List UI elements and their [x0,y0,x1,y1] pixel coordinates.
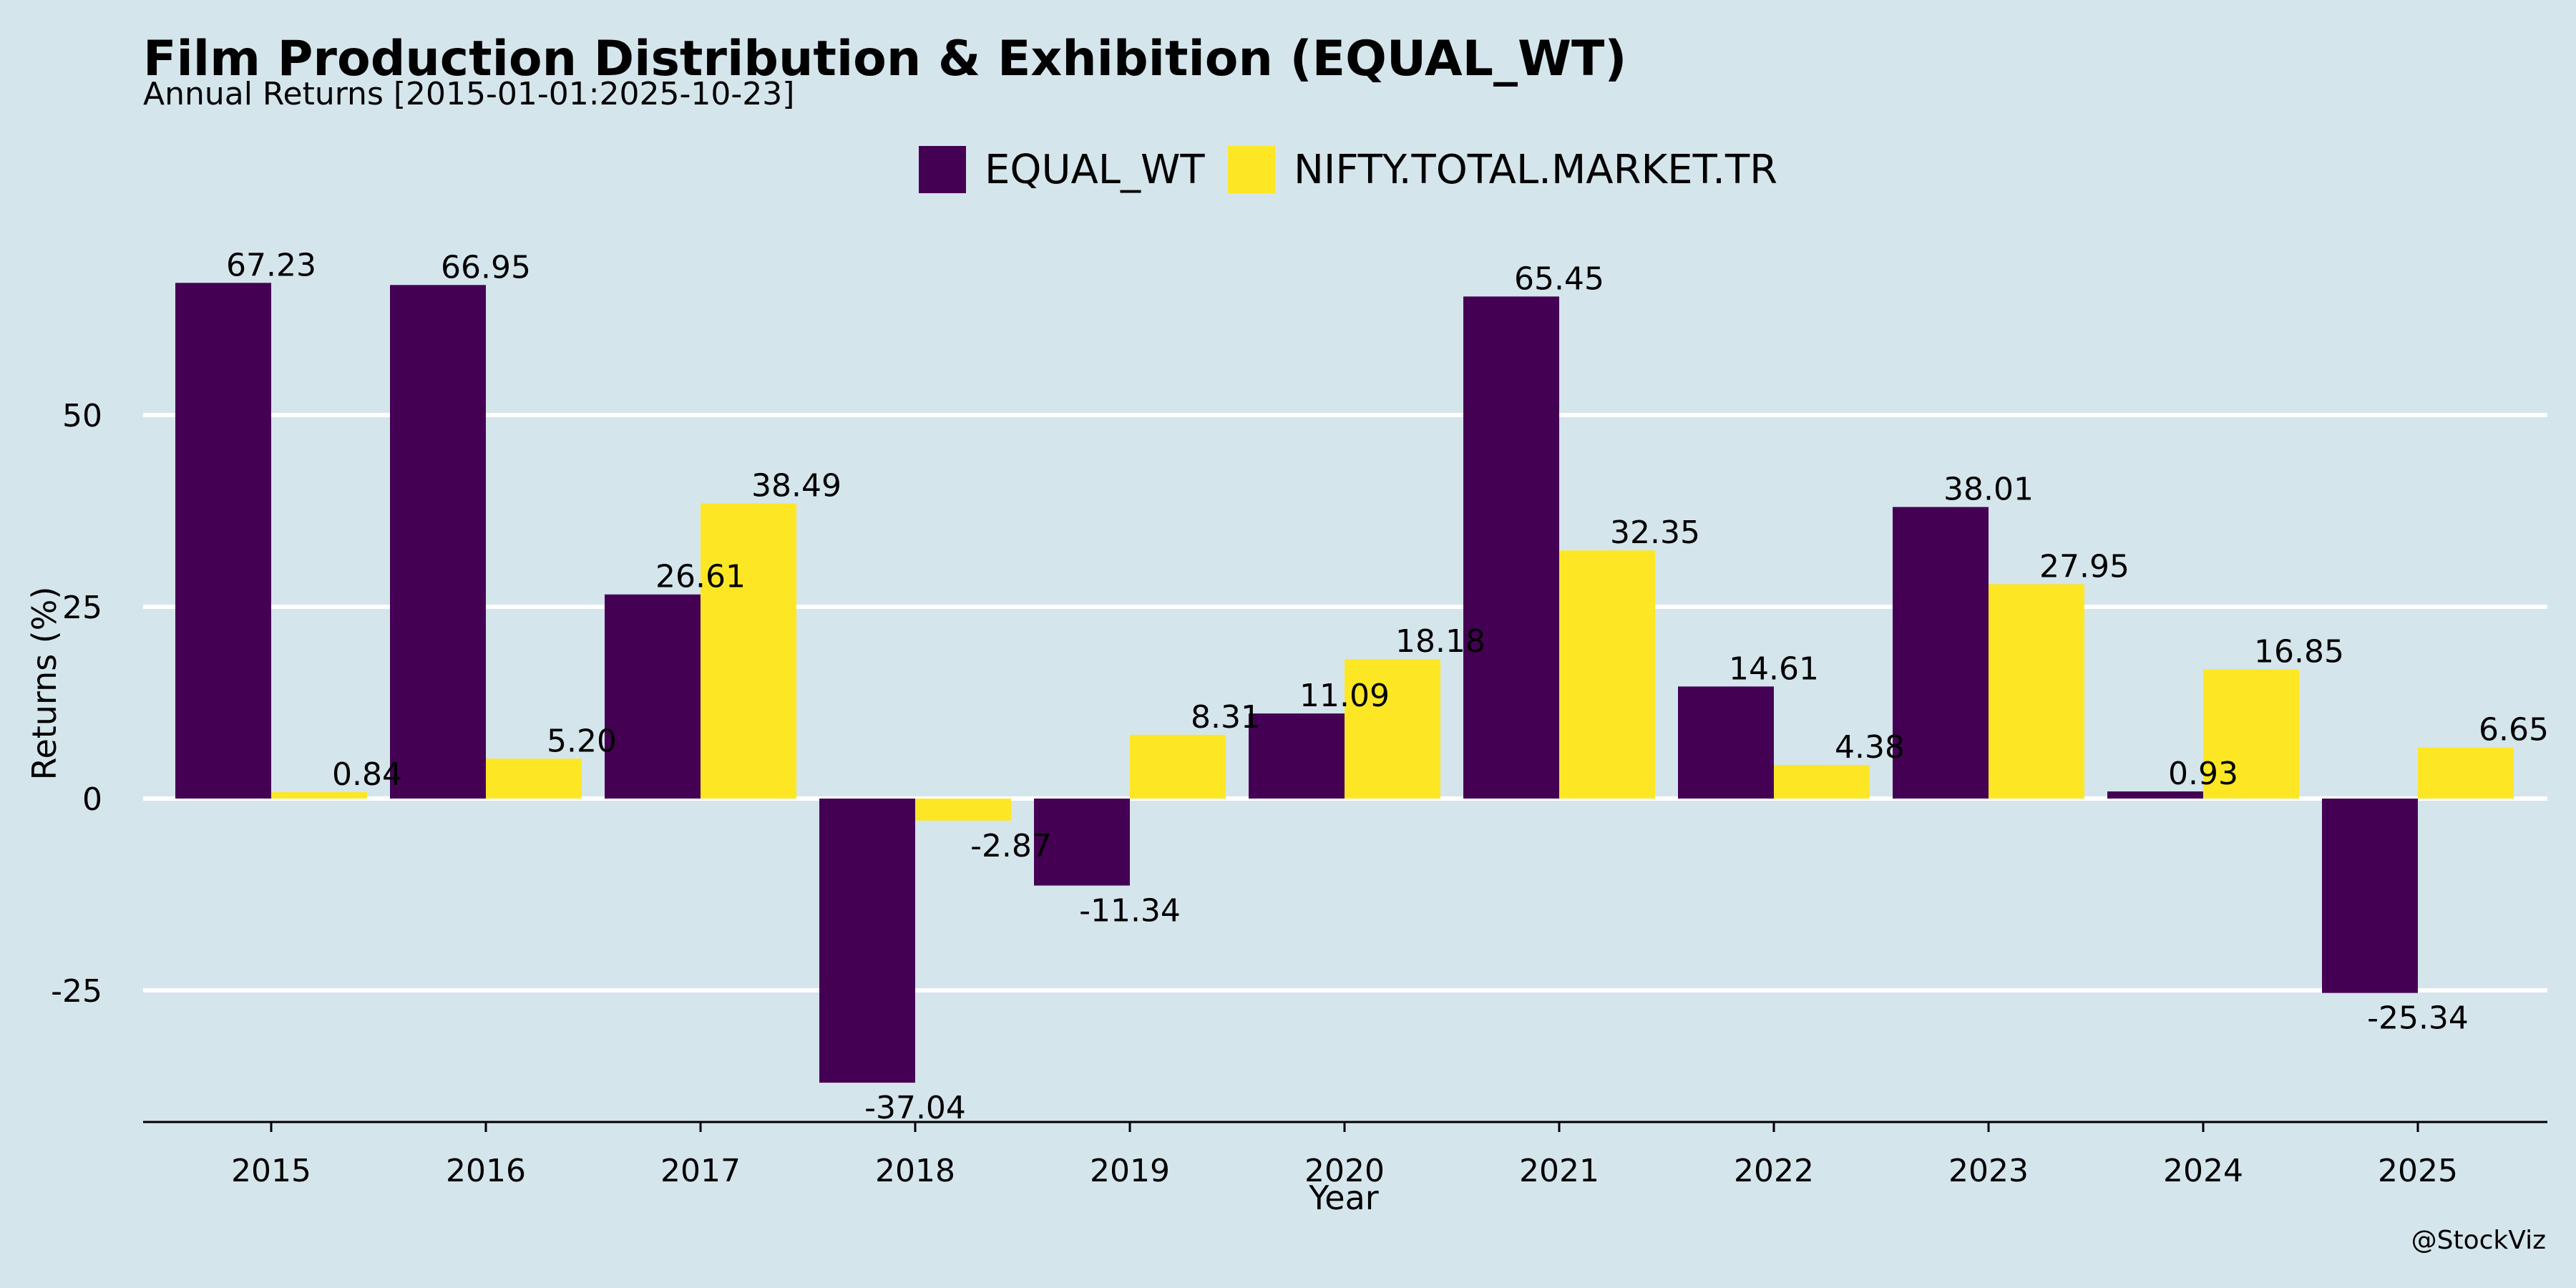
bar-nifty-total-market-tr-2021 [1559,550,1655,799]
bar-equal-wt-2015 [175,283,271,799]
y-tick-label: 50 [62,398,102,434]
bar-nifty-total-market-tr-2015 [271,791,367,799]
bar-label-equal-wt-2016: 66.95 [441,249,531,286]
x-tick-label: 2017 [660,1153,741,1189]
y-tick-label: 0 [82,781,102,818]
bar-nifty-total-market-tr-2018 [915,799,1011,821]
bar-equal-wt-2023 [1893,507,1989,799]
x-tick-label: 2024 [2163,1153,2243,1189]
bars [175,283,2514,1083]
legend-label-nifty: NIFTY.TOTAL.MARKET.TR [1294,147,1777,193]
y-tick-labels: -25 0 25 50 [51,398,102,1010]
bar-label-equal-wt-2019: -11.34 [1079,893,1181,930]
bar-label-nifty-total-market-tr-2025: 6.65 [2479,712,2549,748]
chart-title: Film Production Distribution & Exhibitio… [143,31,1626,87]
bar-label-equal-wt-2017: 26.61 [655,559,746,595]
x-tick-label: 2023 [1948,1153,2029,1189]
bar-label-equal-wt-2015: 67.23 [226,247,316,283]
x-ticks: 2015 2016 2017 2018 2019 2020 2021 2022 2023 2024… [231,1122,2458,1189]
bar-label-nifty-total-market-tr-2021: 32.35 [1610,514,1700,551]
x-tick-label: 2025 [2378,1153,2458,1189]
x-tick-label: 2022 [1734,1153,1814,1189]
y-tick-label: -25 [51,973,102,1010]
bar-equal-wt-2021 [1463,296,1559,799]
x-tick-label: 2016 [446,1153,526,1189]
bar-equal-wt-2025 [2322,799,2418,993]
x-tick-label: 2018 [875,1153,955,1189]
bar-equal-wt-2018 [819,799,915,1083]
bar-label-equal-wt-2025: -25.34 [2367,1000,2469,1037]
bar-label-equal-wt-2021: 65.45 [1514,260,1604,297]
x-axis-title: Year [1308,1179,1378,1217]
bar-label-nifty-total-market-tr-2019: 8.31 [1191,699,1261,736]
x-tick-label: 2015 [231,1153,311,1189]
bar-nifty-total-market-tr-2024 [2203,669,2299,799]
bar-label-equal-wt-2020: 11.09 [1299,678,1390,714]
bar-nifty-total-market-tr-2025 [2418,747,2514,799]
bar-equal-wt-2016 [390,285,486,799]
source-caption: @StockViz [2411,1226,2546,1255]
bar-label-equal-wt-2022: 14.61 [1729,650,1819,687]
bar-label-equal-wt-2023: 38.01 [1943,472,2034,508]
legend-swatch-nifty [1228,146,1275,193]
bar-label-equal-wt-2024: 0.93 [2168,756,2238,792]
legend: EQUAL_WT NIFTY.TOTAL.MARKET.TR [919,146,1777,193]
bar-label-nifty-total-market-tr-2023: 27.95 [2039,548,2129,585]
bar-nifty-total-market-tr-2017 [701,503,796,799]
chart-subtitle: Annual Returns [2015-01-01:2025-10-23] [143,76,794,112]
bar-nifty-total-market-tr-2022 [1774,765,1870,799]
bar-label-nifty-total-market-tr-2016: 5.20 [547,723,617,759]
bar-equal-wt-2022 [1678,686,1774,799]
bar-label-nifty-total-market-tr-2022: 4.38 [1835,729,1905,766]
bar-nifty-total-market-tr-2023 [1989,584,2084,799]
bar-label-nifty-total-market-tr-2020: 18.18 [1395,623,1485,660]
bar-label-equal-wt-2018: -37.04 [864,1090,966,1126]
bar-label-nifty-total-market-tr-2018: -2.87 [970,828,1052,864]
bar-nifty-total-market-tr-2020 [1345,659,1440,799]
legend-label-equal-wt: EQUAL_WT [985,147,1205,193]
bar-equal-wt-2019 [1034,799,1130,886]
bar-equal-wt-2024 [2107,791,2203,799]
bar-nifty-total-market-tr-2019 [1130,734,1226,799]
legend-swatch-equal-wt [919,146,966,193]
bar-equal-wt-2017 [605,594,701,799]
bar-label-nifty-total-market-tr-2015: 0.84 [332,756,402,793]
x-tick-label: 2020 [1304,1153,1385,1189]
x-tick-label: 2021 [1519,1153,1599,1189]
bar-equal-wt-2020 [1249,713,1345,799]
bar-nifty-total-market-tr-2016 [486,758,582,799]
x-tick-label: 2019 [1090,1153,1170,1189]
bar-label-nifty-total-market-tr-2017: 38.49 [751,467,841,504]
bar-labels: 67.23 66.95 26.61 -37.04 -11.34 11.09 65.45 14.… [226,247,2549,1126]
y-axis-title: Returns (%) [25,587,64,781]
bar-label-nifty-total-market-tr-2024: 16.85 [2254,633,2344,670]
y-tick-label: 25 [62,590,102,626]
